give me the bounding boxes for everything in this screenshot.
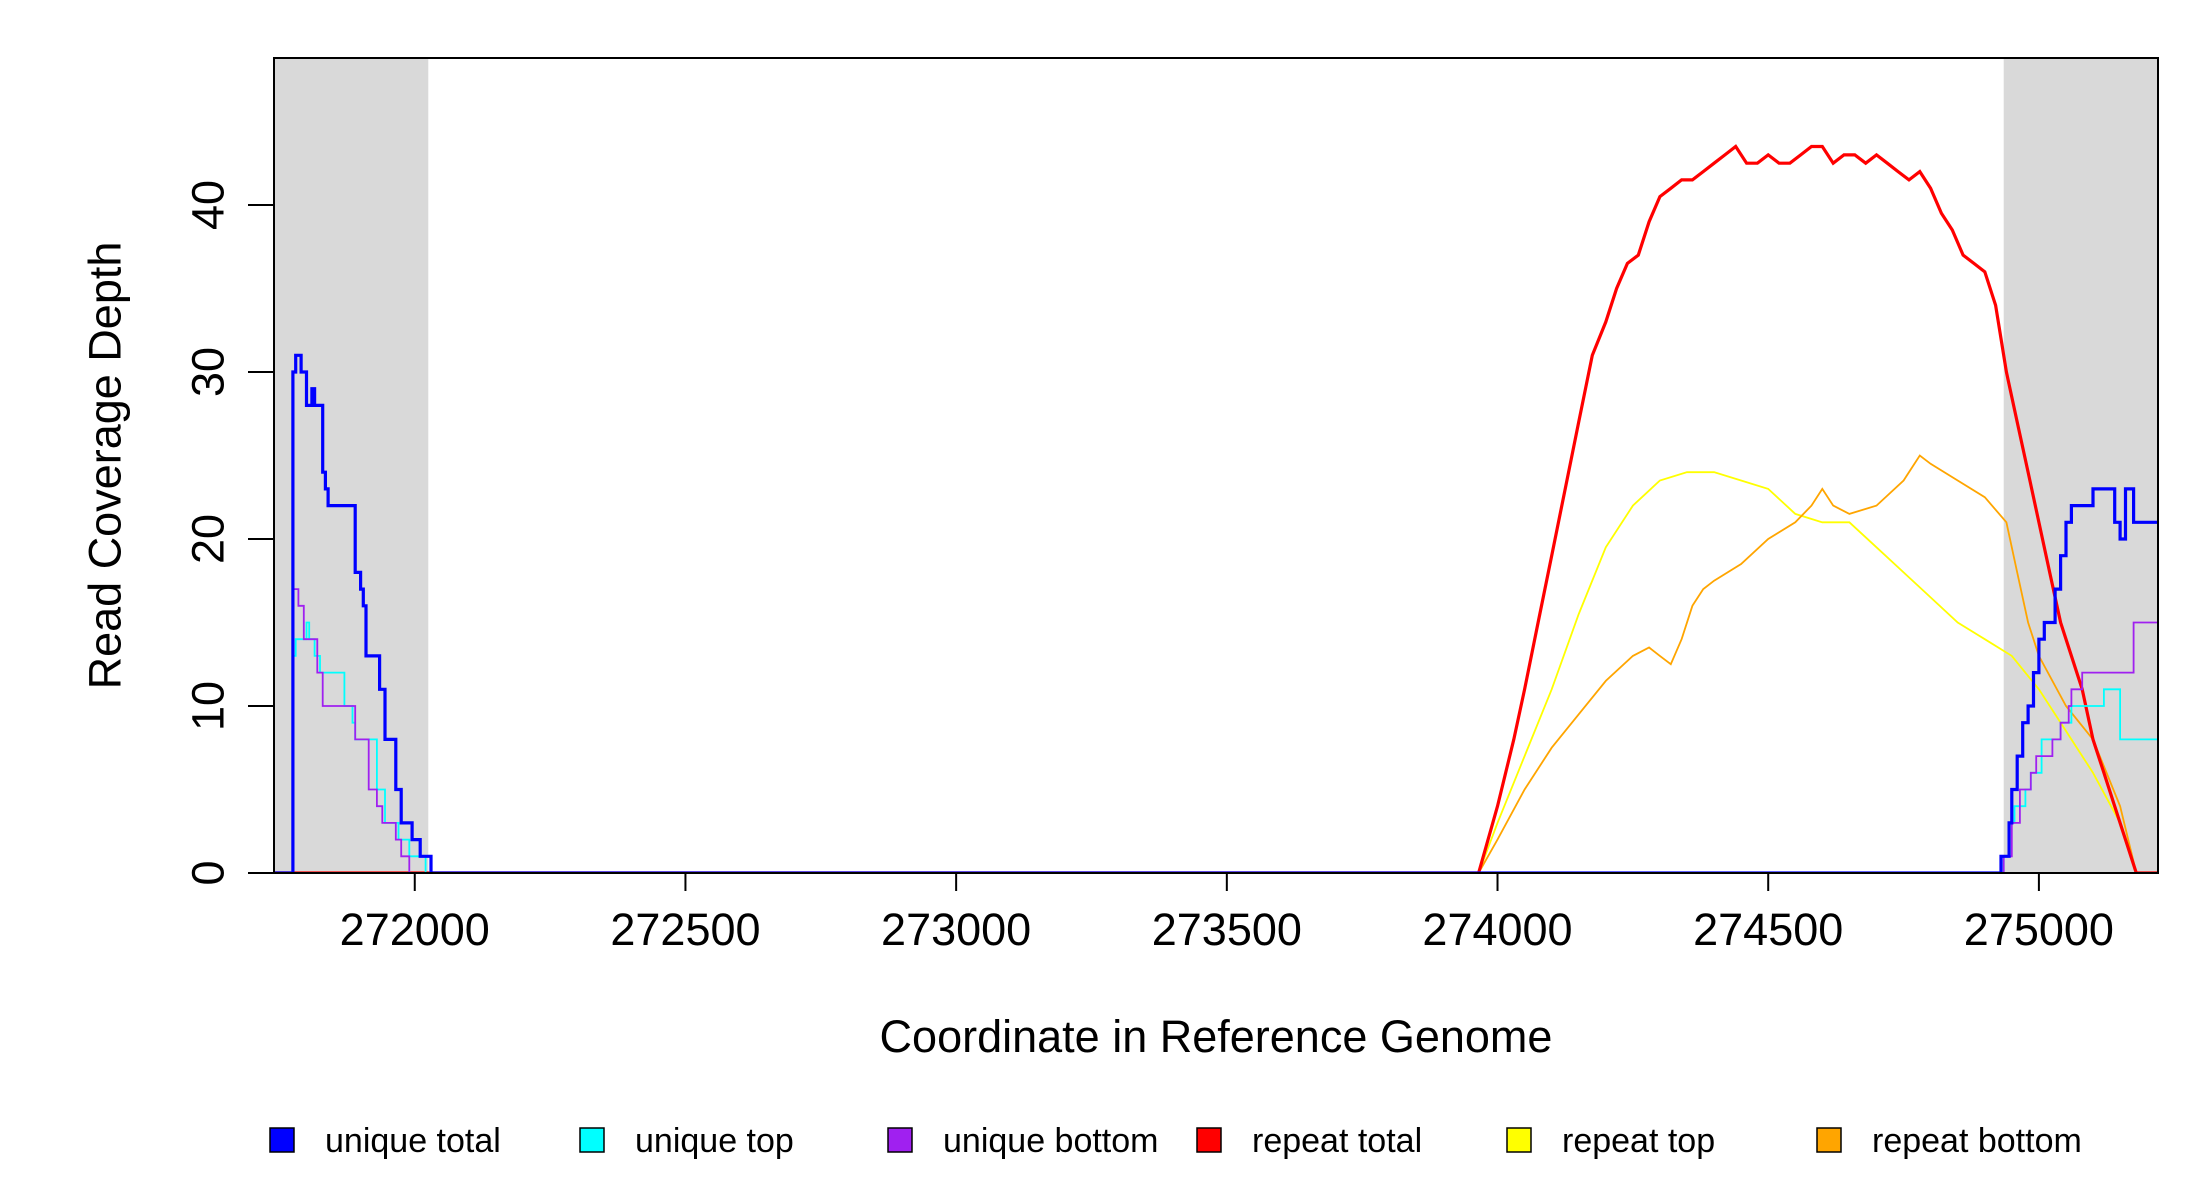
legend-item: unique bottom — [887, 1122, 1159, 1160]
legend-item: repeat top — [1506, 1122, 1715, 1160]
plot-frame — [273, 57, 2159, 874]
x-axis: 272000 272500 273000 273500 274000 274500 2750… — [340, 872, 2114, 955]
y-tick-label: 30 — [183, 347, 234, 397]
series-line-repeat-bottom — [274, 454, 2158, 873]
series-line-unique-bottom — [274, 588, 2158, 873]
legend-label: unique total — [325, 1122, 501, 1160]
y-axis: 0 10 20 30 40 — [183, 180, 275, 886]
legend-swatch — [579, 1127, 605, 1153]
x-tick-label: 274000 — [1422, 904, 1572, 955]
legend-item: unique total — [269, 1122, 501, 1160]
legend-label: unique bottom — [943, 1122, 1159, 1160]
x-tick-label: 273000 — [881, 904, 1031, 955]
legend-label: unique top — [635, 1122, 794, 1160]
legend-item: unique top — [579, 1122, 794, 1160]
legend-swatch — [1196, 1127, 1222, 1153]
legend-item: repeat total — [1196, 1122, 1422, 1160]
shaded-region — [274, 58, 429, 873]
shaded-regions — [274, 58, 2158, 873]
y-tick-label: 40 — [183, 180, 234, 230]
legend-swatch — [1816, 1127, 1842, 1153]
y-tick-label: 0 — [183, 860, 234, 885]
x-axis-title: Coordinate in Reference Genome — [880, 1011, 1553, 1062]
legend-item: repeat bottom — [1816, 1122, 2082, 1160]
x-tick-label: 275000 — [1964, 904, 2114, 955]
x-tick-label: 272000 — [340, 904, 490, 955]
series-line-unique-top — [274, 621, 2158, 873]
series-line-repeat-top — [274, 471, 2158, 873]
x-tick-label: 273500 — [1152, 904, 1302, 955]
y-tick-label: 10 — [183, 681, 234, 731]
x-tick-label: 272500 — [610, 904, 760, 955]
legend-swatch — [887, 1127, 913, 1153]
legend-label: repeat bottom — [1872, 1122, 2082, 1160]
y-tick-label: 20 — [183, 514, 234, 564]
series-line-unique-total — [274, 353, 2158, 873]
legend-swatch — [1506, 1127, 1532, 1153]
legend: unique total unique top unique bottom repea… — [269, 1122, 2082, 1160]
shaded-region — [2003, 58, 2158, 873]
legend-swatch — [269, 1127, 295, 1153]
series-lines — [274, 144, 2158, 873]
x-tick-label: 274500 — [1693, 904, 1843, 955]
legend-label: repeat top — [1562, 1122, 1715, 1160]
series-line-repeat-total — [274, 144, 2158, 873]
y-axis-title: Read Coverage Depth — [80, 242, 131, 690]
legend-label: repeat total — [1252, 1122, 1422, 1160]
